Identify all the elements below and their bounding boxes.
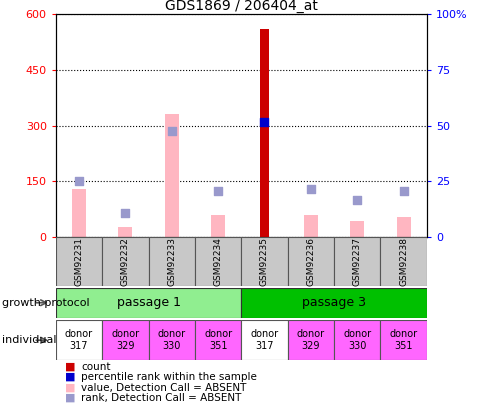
Text: GSM92238: GSM92238 <box>398 237 407 286</box>
Text: GSM92236: GSM92236 <box>306 237 315 286</box>
Bar <box>165 114 178 237</box>
Bar <box>56 320 102 360</box>
Bar <box>241 288 426 318</box>
Bar <box>102 237 148 286</box>
Text: percentile rank within the sample: percentile rank within the sample <box>81 372 257 382</box>
Text: donor
329: donor 329 <box>296 329 324 351</box>
Bar <box>287 237 333 286</box>
Text: GSM92233: GSM92233 <box>167 237 176 286</box>
Text: ■: ■ <box>65 383 76 392</box>
Bar <box>118 226 132 237</box>
Text: donor
351: donor 351 <box>389 329 417 351</box>
Point <box>214 187 222 194</box>
Bar <box>333 320 379 360</box>
Bar <box>259 29 269 237</box>
Bar <box>195 237 241 286</box>
Point <box>121 209 129 216</box>
Bar <box>379 320 426 360</box>
Bar <box>195 320 241 360</box>
Bar <box>211 215 225 237</box>
Bar <box>72 189 86 237</box>
Text: donor
329: donor 329 <box>111 329 139 351</box>
Text: donor
330: donor 330 <box>343 329 371 351</box>
Bar <box>148 320 195 360</box>
Text: donor
351: donor 351 <box>204 329 232 351</box>
Point <box>75 178 83 185</box>
Text: growth protocol: growth protocol <box>2 298 90 308</box>
Text: GSM92237: GSM92237 <box>352 237 361 286</box>
Text: donor
330: donor 330 <box>157 329 185 351</box>
Bar <box>349 221 363 237</box>
Point <box>167 128 175 134</box>
Text: count: count <box>81 362 110 371</box>
Point <box>306 185 314 192</box>
Bar <box>241 237 287 286</box>
Text: donor
317: donor 317 <box>65 329 93 351</box>
Text: ■: ■ <box>65 372 76 382</box>
Title: GDS1869 / 206404_at: GDS1869 / 206404_at <box>165 0 317 13</box>
Text: GSM92232: GSM92232 <box>121 237 130 286</box>
Text: GSM92235: GSM92235 <box>259 237 269 286</box>
Bar <box>333 237 379 286</box>
Bar <box>379 237 426 286</box>
Bar <box>148 237 195 286</box>
Text: ■: ■ <box>65 362 76 371</box>
Point <box>353 196 361 203</box>
Text: individual: individual <box>2 335 57 345</box>
Bar <box>303 215 317 237</box>
Point <box>399 187 407 194</box>
Text: GSM92231: GSM92231 <box>75 237 83 286</box>
Text: rank, Detection Call = ABSENT: rank, Detection Call = ABSENT <box>81 393 241 403</box>
Bar <box>56 237 102 286</box>
Text: value, Detection Call = ABSENT: value, Detection Call = ABSENT <box>81 383 246 392</box>
Bar <box>56 288 241 318</box>
Text: passage 3: passage 3 <box>302 296 365 309</box>
Bar <box>287 320 333 360</box>
Text: passage 1: passage 1 <box>116 296 180 309</box>
Text: donor
317: donor 317 <box>250 329 278 351</box>
Bar <box>102 320 148 360</box>
Bar <box>241 320 287 360</box>
Text: GSM92234: GSM92234 <box>213 237 222 286</box>
Text: ■: ■ <box>65 393 76 403</box>
Bar <box>396 217 410 237</box>
Point <box>260 119 268 125</box>
